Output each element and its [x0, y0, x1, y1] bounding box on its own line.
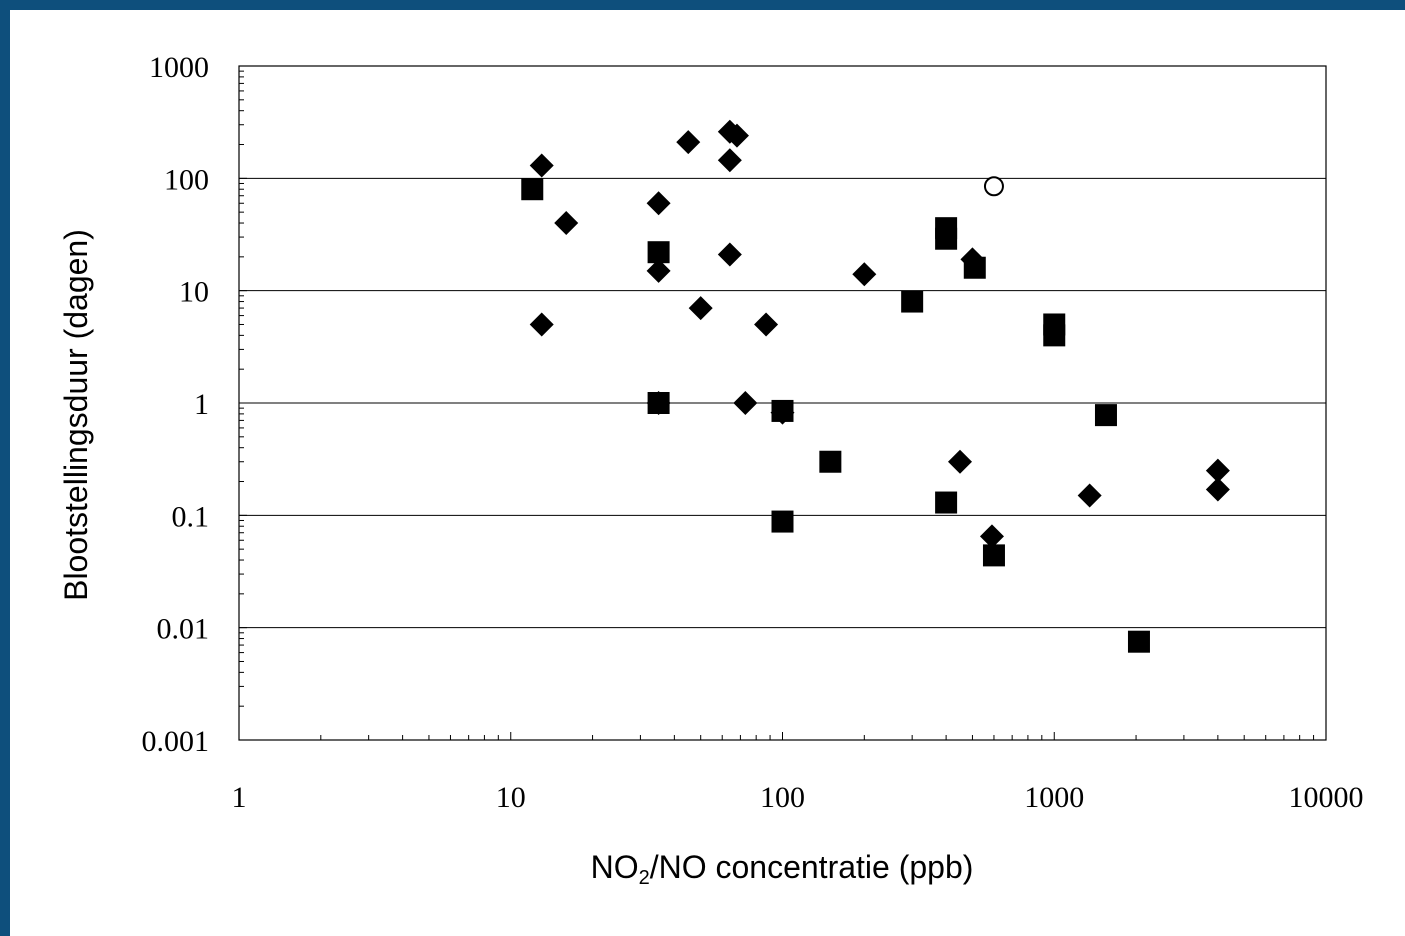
y-tick-label: 1: [194, 388, 209, 421]
y-tick-label: 1000: [149, 51, 209, 84]
data-point-diamond: [529, 312, 554, 337]
tick-labels: 0.001 0.01 0.1 1 10 100 1000 1 10 100 1000 10000: [142, 51, 1364, 814]
y-tick-label: 0.001: [142, 725, 210, 758]
x-tick-label: 10000: [1289, 781, 1364, 814]
data-point-diamond: [852, 262, 877, 287]
data-point-square: [771, 510, 794, 533]
x-tick-label: 1000: [1024, 781, 1084, 814]
y-axis-title: Blootstellingsduur (dagen): [58, 229, 94, 601]
y-tick-label: 10: [179, 276, 209, 309]
data-point-diamond: [554, 211, 579, 236]
data-point-square: [901, 290, 924, 313]
data-point-diamond: [979, 524, 1004, 549]
data-point-diamond: [646, 258, 671, 283]
data-points: [521, 119, 1230, 653]
data-point-diamond: [529, 153, 554, 178]
data-point-square: [647, 392, 670, 414]
data-point-square: [1094, 404, 1117, 427]
x-tick-label: 1: [232, 781, 247, 814]
data-point-diamond: [1205, 477, 1230, 502]
data-point-diamond: [754, 312, 779, 337]
x-tick-label: 10: [496, 781, 526, 814]
y-tick-label: 100: [164, 163, 209, 196]
y-tick-label: 0.01: [157, 613, 210, 646]
data-point-diamond: [948, 449, 973, 474]
data-point-square: [1127, 630, 1150, 653]
data-point-diamond: [688, 296, 713, 321]
data-point-square: [647, 241, 670, 264]
data-point-diamond: [717, 242, 742, 267]
axes: [238, 65, 1327, 741]
data-point-diamond: [1205, 458, 1230, 483]
y-tick-label: 0.1: [172, 500, 210, 533]
data-point-diamond: [676, 130, 701, 155]
data-point-diamond: [724, 123, 749, 148]
data-point-square: [819, 450, 842, 473]
data-point-square: [935, 227, 958, 250]
data-point-diamond: [1077, 483, 1102, 508]
data-point-square: [521, 178, 544, 201]
data-point-diamond: [733, 391, 758, 415]
scatter-chart: 0.001 0.01 0.1 1 10 100 1000 1 10 100 1000 10000 NO…: [58, 51, 1364, 889]
data-point-diamond: [717, 148, 742, 173]
data-point-circle: [983, 176, 1004, 197]
data-point-square: [982, 544, 1005, 567]
data-point-square: [771, 399, 794, 422]
data-point-square: [935, 491, 958, 514]
x-tick-label: 100: [760, 781, 805, 814]
data-point-diamond: [646, 191, 671, 216]
data-point-square: [963, 256, 986, 279]
data-point-square: [1043, 324, 1066, 347]
chart-area: 0.001 0.01 0.1 1 10 100 1000 1 10 100 1000 10000 NO…: [10, 10, 1405, 936]
x-axis-title: NO2/NO concentratie (ppb): [591, 849, 974, 889]
